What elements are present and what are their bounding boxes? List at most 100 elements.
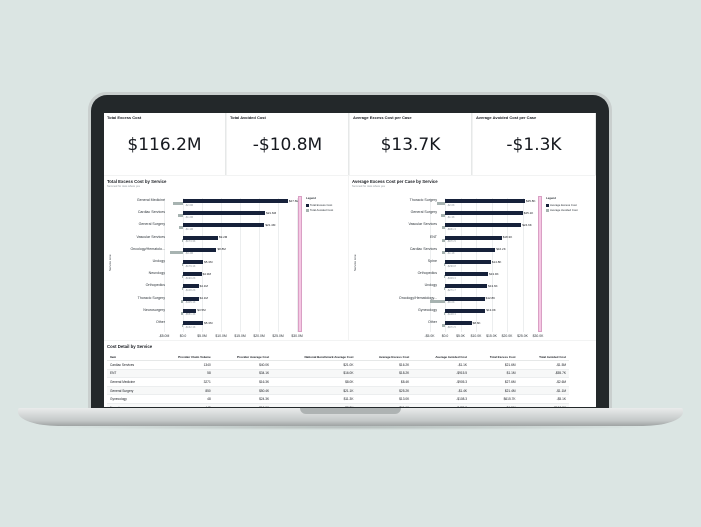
table-cell: ENT	[107, 369, 155, 379]
gridline	[429, 198, 431, 333]
avoided-value-label: -$971.5	[447, 325, 456, 329]
avoided-bar	[444, 287, 445, 291]
gridline	[460, 198, 462, 333]
excess-value-label: $18.3K	[502, 235, 513, 240]
table-cell: $1.1M	[470, 369, 519, 379]
avoided-value-label: -$971.5	[447, 240, 456, 244]
excess-value-label: $27.6M	[288, 198, 299, 203]
table-cell: $11.3K	[272, 394, 357, 404]
x-tick-label: $10.0K	[470, 334, 482, 339]
x-tick-label: $15.0K	[486, 334, 497, 339]
excess-value-label: $13.9K	[489, 271, 499, 276]
column-header[interactable]: Provider Average Cost	[213, 353, 273, 361]
avoided-bar	[436, 202, 445, 205]
table-row[interactable]: ENT 58 $34.1K $16.0K $18.2K -$915.5 $1.1M -$55.…	[107, 369, 569, 379]
table-cell: 48	[154, 394, 214, 404]
excess-value-label: $4.1M	[199, 296, 208, 301]
table-row[interactable]: Gynecology 48 $24.3K $11.3K $13.0K -$108.3 $61…	[107, 394, 569, 404]
excess-value-label: $16.2K	[496, 247, 506, 252]
excess-value-label: $8.6K	[472, 320, 481, 325]
x-tick-label: $30.0K	[532, 334, 544, 339]
column-header[interactable]: Total Avoided Cost	[518, 353, 569, 361]
avoided-value-label: -$405.1K	[185, 301, 196, 305]
table-cell: $21.0K	[272, 360, 357, 370]
column-header[interactable]: Average Avoided Cost	[412, 353, 471, 361]
table-row[interactable]: Neurology448$19.0K$8.3K$11.1K-$425.3$4.9…	[107, 403, 569, 407]
cost-detail-table: Item Provider Claim Volume Provider Averag…	[107, 353, 569, 407]
legend-swatch	[306, 208, 309, 212]
excess-value-label: $24.6K	[522, 222, 532, 227]
table-cell: $16.0K	[272, 369, 357, 379]
kpi-value: -$10.8M	[252, 135, 323, 155]
chart-subtitle: Summed for rows where yes	[352, 185, 385, 188]
avoided-value-label: -$271.7	[447, 288, 456, 292]
table-cell: General Surgery	[107, 386, 155, 396]
table-cell: $21.4M	[470, 386, 519, 396]
excess-bar	[183, 199, 288, 203]
table-cell: $8.3K	[272, 403, 357, 407]
table-row[interactable]: General Surgery 850 $50.4K $21.1K $25.2K -$1.…	[107, 386, 569, 396]
avoided-bar	[182, 287, 183, 291]
x-tick-label: $30.0M	[291, 334, 303, 339]
legend-label: Total Excess Cost	[310, 203, 333, 207]
table-row[interactable]: Cardiac Services 1340 $40.0K $21.0K $16.2K -$…	[107, 360, 569, 370]
kpi-average-avoided-cost: Average Avoided Cost per Case -$1.3K	[473, 113, 596, 175]
category-label: Oncology/Hematolo...	[130, 246, 165, 251]
legend-label: Total Avoided Cost	[310, 208, 334, 212]
excess-value-label: $25.1K	[523, 210, 534, 215]
table-cell: 58	[154, 369, 214, 379]
scrollbar[interactable]	[538, 196, 542, 333]
legend-title: Legend	[306, 196, 316, 200]
column-header[interactable]: Average Excess Cost	[356, 353, 413, 361]
avoided-bar	[182, 238, 183, 242]
kpi-value: -$1.3K	[506, 135, 562, 155]
column-header[interactable]: National Benchmark Average Cost	[272, 353, 357, 361]
avoided-value-label: -$162.1K	[185, 325, 196, 329]
kpi-average-excess-cost: Average Excess Cost per Case $13.7K	[350, 113, 472, 175]
excess-value-label: $21.4M	[265, 222, 276, 227]
table-cell: -$108.3	[412, 394, 471, 404]
y-axis-title: Service Line	[353, 254, 357, 271]
category-label: General Surgery	[138, 222, 165, 227]
gridline	[164, 198, 165, 333]
excess-bar	[445, 199, 525, 203]
table-cell: -$1.5M	[518, 360, 569, 370]
category-label: Spine	[427, 259, 437, 263]
x-tick-label: $20.0M	[253, 334, 265, 339]
legend-label: Average Excess Cost	[550, 203, 577, 207]
excess-bar	[445, 235, 502, 240]
table-cell: -$5.1K	[518, 394, 569, 404]
avoided-value-label: -$551.4K	[185, 313, 196, 317]
table-cell: 850	[154, 386, 214, 396]
excess-value-label: $9.2M	[218, 235, 228, 240]
scrollbar[interactable]	[298, 196, 302, 333]
legend-item: Total Excess Cost	[306, 203, 332, 207]
avoided-bar	[444, 311, 445, 315]
gridline	[240, 198, 241, 333]
category-label: Orthopedics	[417, 271, 437, 276]
table-cell: $25.2K	[356, 386, 413, 396]
legend-swatch	[306, 203, 309, 207]
category-label: Other	[428, 320, 437, 324]
category-label: Thoracic Surgery	[409, 198, 437, 202]
avoided-value-label: -$1.1M	[185, 227, 194, 231]
table-cell: 3271	[154, 377, 214, 387]
table-row[interactable]: General Medicine 3271 $16.3K $8.0K $8.4K -$90…	[107, 377, 569, 387]
excess-value-label: $13.0K	[486, 308, 496, 313]
excess-bar	[183, 321, 204, 325]
gridline	[491, 198, 493, 333]
table-cell: Gynecology	[107, 394, 155, 404]
legend-swatch	[546, 203, 549, 207]
column-header[interactable]: Total Excess Cost	[470, 353, 519, 361]
column-header[interactable]: Provider Claim Volume	[154, 353, 214, 361]
table-cell: $18.2K	[356, 369, 413, 379]
kpi-value: $116.2M	[127, 135, 202, 155]
excess-bar	[445, 272, 489, 277]
table-cell: -$1.4K	[412, 386, 471, 396]
table-cell: $40.0K	[213, 360, 273, 370]
table-title: Cost Detail by Service	[107, 344, 153, 349]
gridline	[476, 198, 477, 333]
excess-bar	[183, 211, 266, 216]
column-header[interactable]: Item	[107, 353, 155, 361]
legend-title: Legend	[546, 196, 556, 200]
